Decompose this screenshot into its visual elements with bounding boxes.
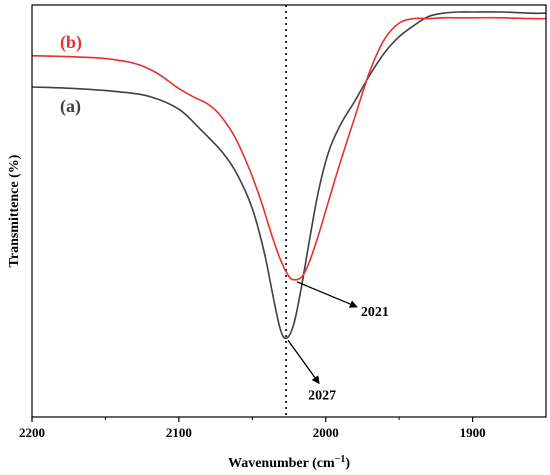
annotation-arrow-2027	[287, 339, 320, 385]
series-line-a	[31, 11, 547, 340]
x-axis-title-main: Wavenumber (cm	[228, 456, 335, 471]
x-axis-title-superscript: −1	[335, 454, 346, 465]
y-axis-title: Transmittence (%)	[7, 154, 22, 267]
x-tick-label-2100: 2100	[166, 425, 192, 440]
annotation-label-2027: 2027	[308, 388, 336, 403]
series-line-b	[31, 16, 547, 281]
x-axis-title-end: )	[345, 456, 350, 471]
annotation-arrow-2021	[296, 281, 358, 308]
plot-frame	[31, 4, 547, 418]
x-tick-label-1900: 1900	[460, 425, 486, 440]
annotation-label-2021: 2021	[361, 305, 389, 320]
series-label-b: (b)	[60, 32, 82, 53]
x-tick-label-2000: 2000	[313, 425, 339, 440]
series-label-a: (a)	[60, 96, 81, 117]
x-axis-title: Wavenumber (cm−1)	[228, 454, 350, 471]
x-tick-label-2200: 2200	[19, 425, 45, 440]
